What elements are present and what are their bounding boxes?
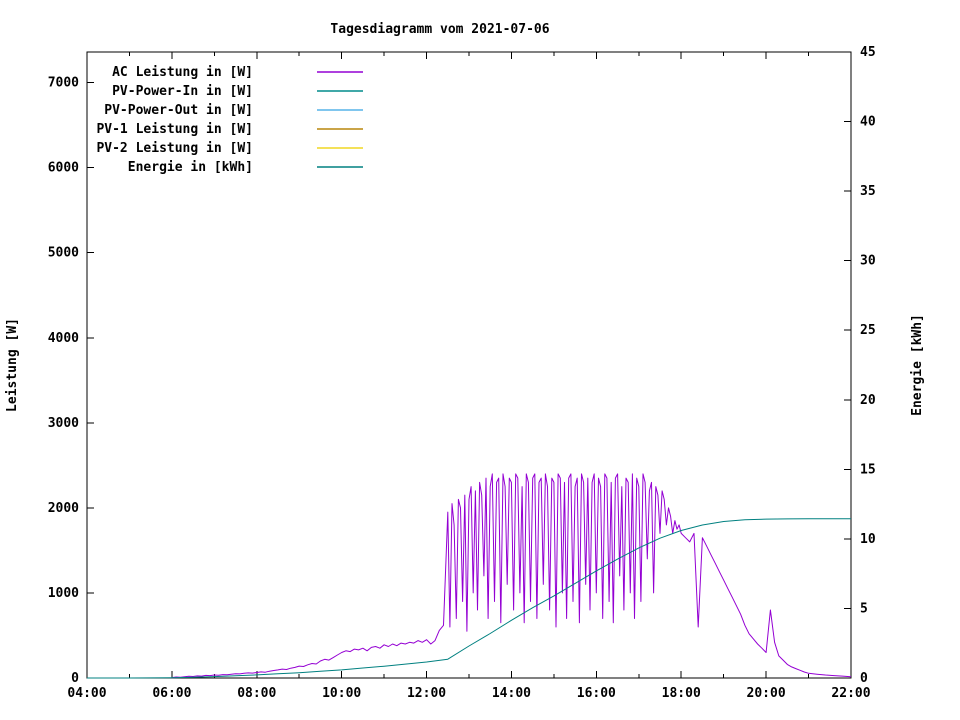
legend-label-pv-power-out-in-w: PV-Power-Out in [W]: [104, 103, 253, 118]
legend-label-energie-in-kwh: Energie in [kWh]: [128, 160, 253, 175]
y-left-tick-label: 2000: [48, 501, 79, 516]
y-left-tick-label: 5000: [48, 246, 79, 261]
x-tick-label: 14:00: [492, 686, 531, 701]
x-tick-label: 18:00: [662, 686, 701, 701]
legend-label-pv-1-leistung-in-w: PV-1 Leistung in [W]: [96, 122, 253, 137]
legend-label-ac-leistung-in-w: AC Leistung in [W]: [112, 65, 253, 80]
y-right-tick-label: 45: [860, 45, 876, 60]
y-right-tick-label: 20: [860, 393, 876, 408]
legend-label-pv-power-in-in-w: PV-Power-In in [W]: [112, 84, 253, 99]
x-tick-label: 12:00: [407, 686, 446, 701]
chart-legend: AC Leistung in [W] PV-Power-In in [W] PV-P…: [96, 65, 363, 175]
y-left-tick-label: 6000: [48, 161, 79, 176]
y-axis-label-left: Leistung [W]: [5, 318, 20, 412]
x-tick-label: 10:00: [322, 686, 361, 701]
y-right-tick-label: 40: [860, 115, 876, 130]
y-left-tick-label: 7000: [48, 76, 79, 91]
series-layer: [87, 473, 852, 679]
x-tick-label: 20:00: [747, 686, 786, 701]
series-line-ac-leistung-in-w: [171, 473, 852, 679]
series-line-energie-in-kwh: [87, 518, 851, 679]
x-tick-label: 06:00: [152, 686, 191, 701]
x-tick-label: 16:00: [577, 686, 616, 701]
plot-area: 04:00 06:00 08:00 10:00 12:00 14:00 16:00 18:00…: [48, 45, 876, 701]
y-left-tick-label: 0: [71, 671, 79, 686]
y-right-tick-label: 10: [860, 532, 876, 547]
y-right-tick-label: 15: [860, 462, 876, 477]
chart-title: Tagesdiagramm vom 2021-07-06: [330, 22, 549, 37]
legend-label-pv-2-leistung-in-w: PV-2 Leistung in [W]: [96, 141, 253, 156]
y-right-tick-label: 25: [860, 323, 876, 338]
x-tick-label: 04:00: [67, 686, 106, 701]
y-left-tick-label: 1000: [48, 586, 79, 601]
y-right-tick-label: 30: [860, 254, 876, 269]
y-left-tick-label: 3000: [48, 416, 79, 431]
x-tick-label: 22:00: [831, 686, 870, 701]
y-right-tick-label: 35: [860, 184, 876, 199]
y-right-tick-label: 5: [860, 601, 868, 616]
y-right-tick-label: 0: [860, 671, 868, 686]
y-axis-label-right: Energie [kWh]: [910, 314, 925, 416]
x-tick-label: 08:00: [237, 686, 276, 701]
y-left-tick-label: 4000: [48, 331, 79, 346]
